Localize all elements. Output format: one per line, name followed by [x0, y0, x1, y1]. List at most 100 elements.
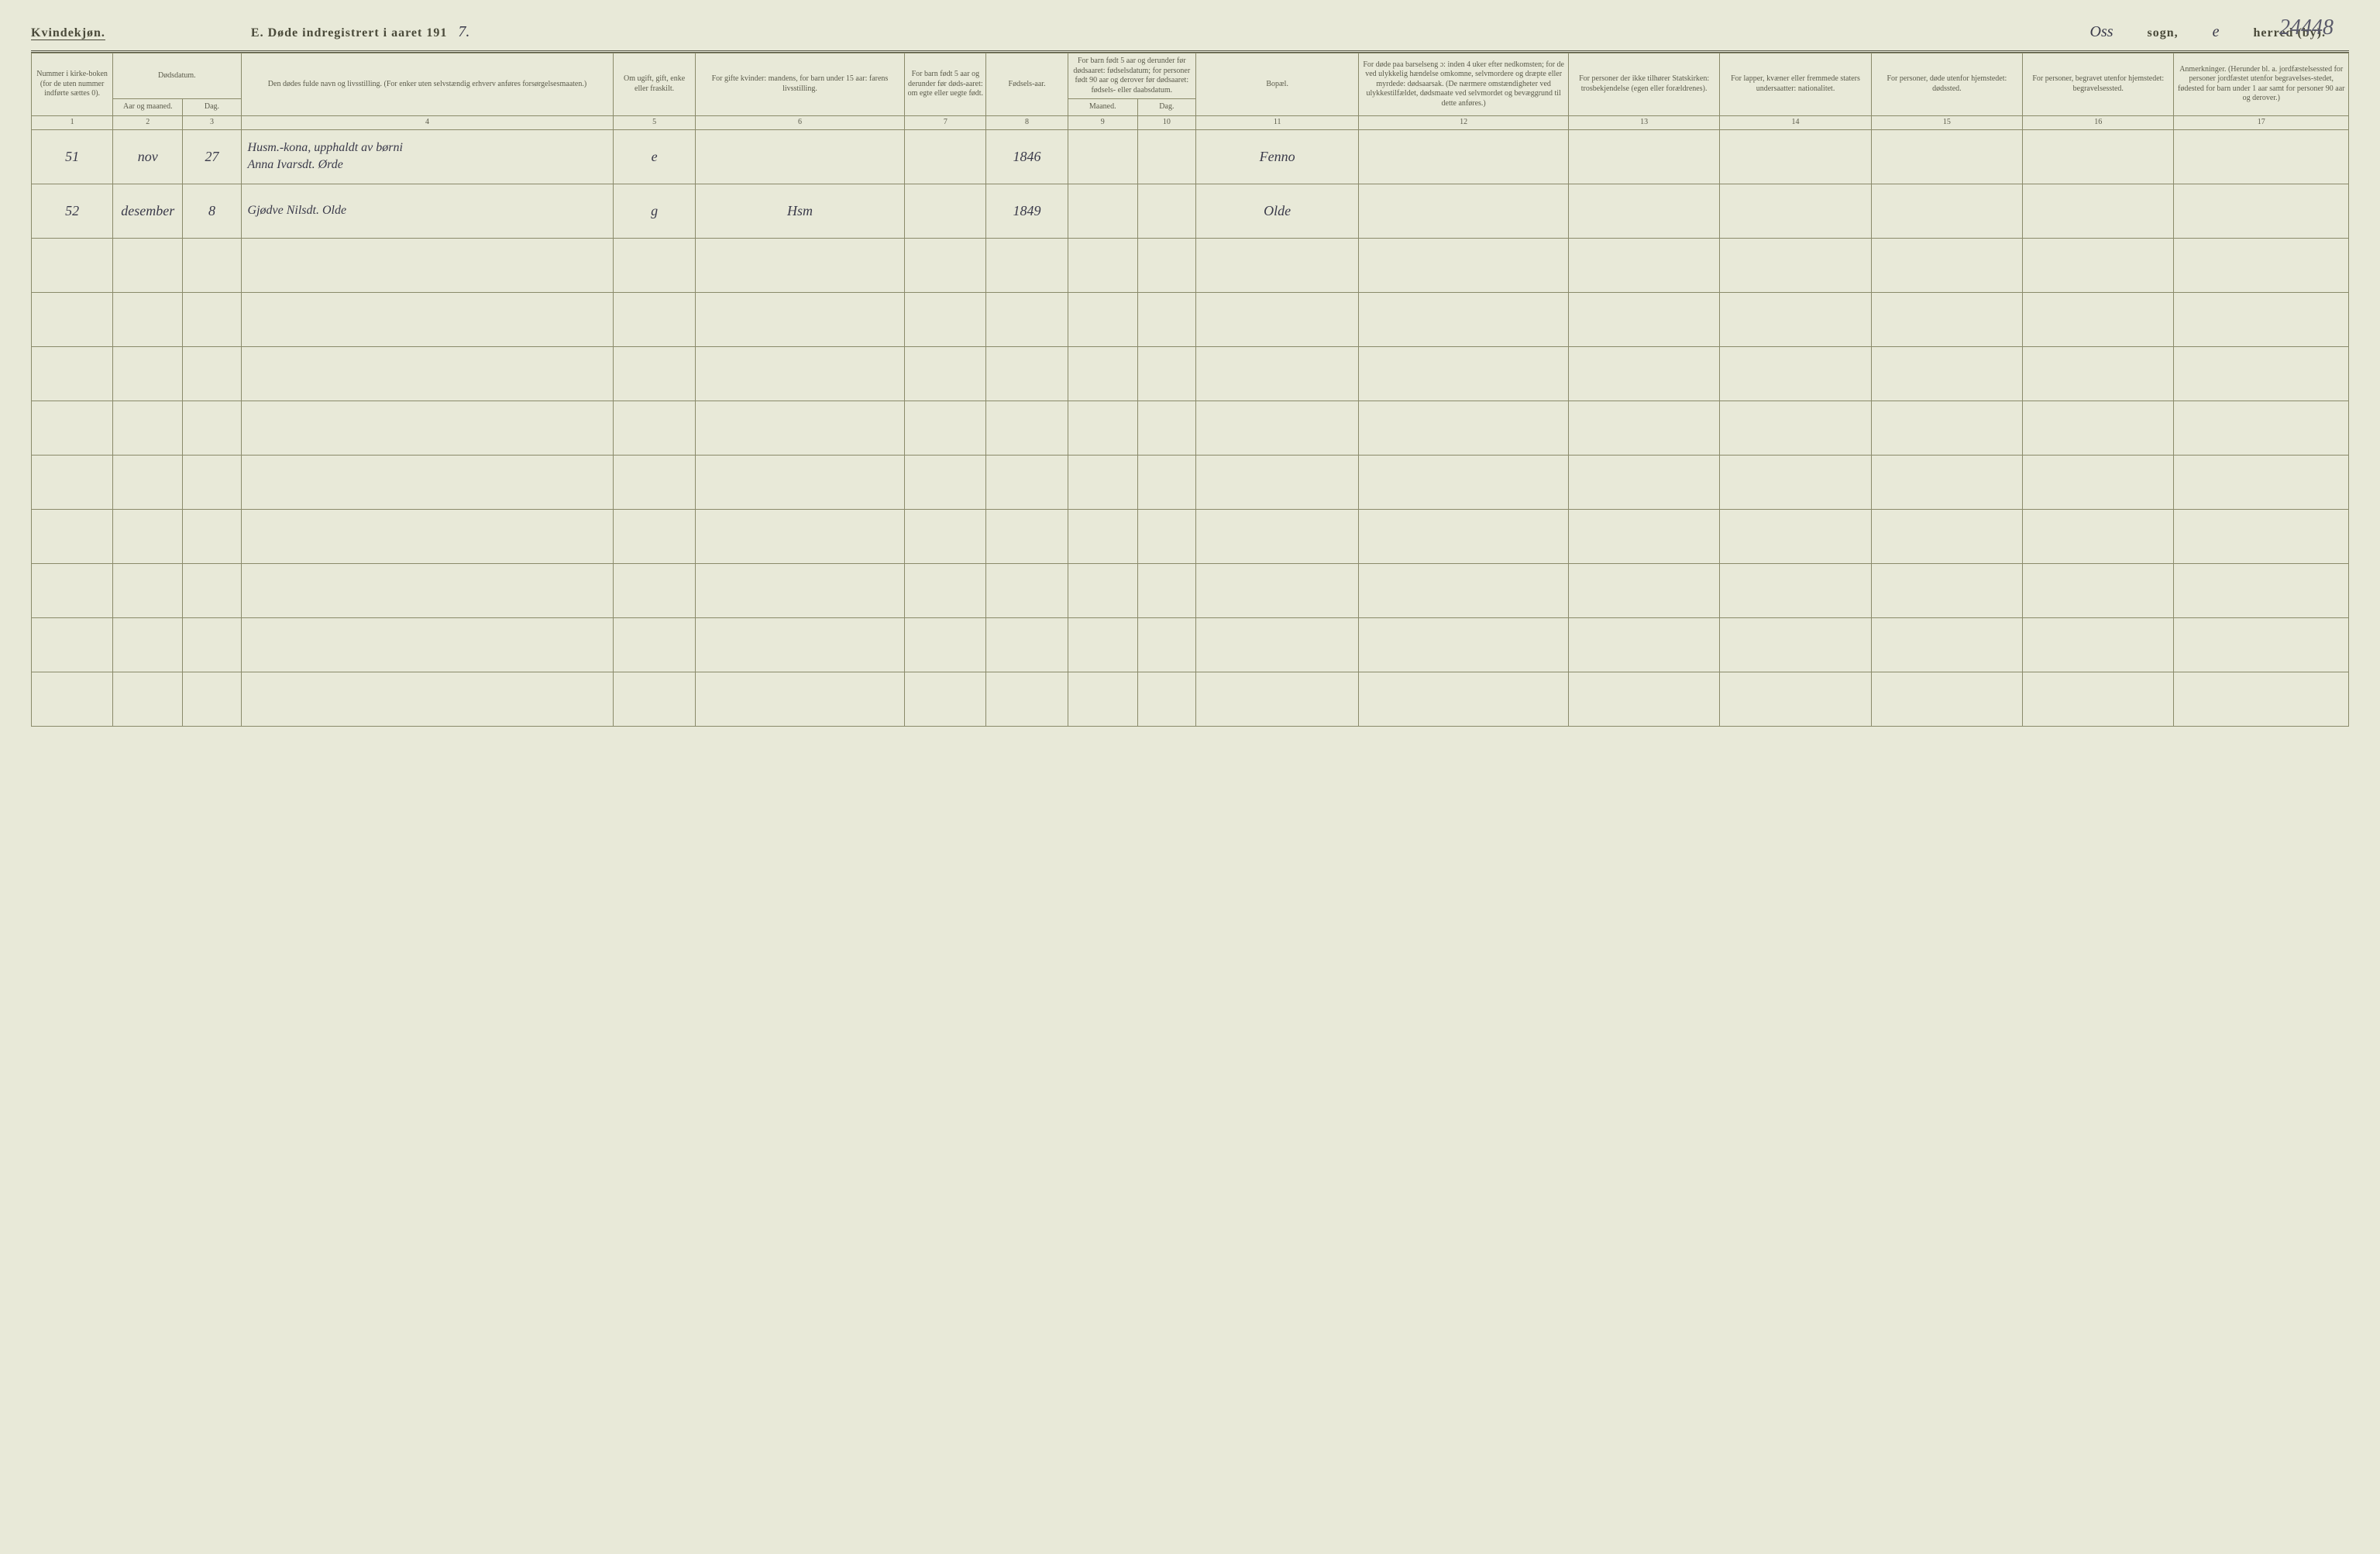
cell-empty: [1568, 401, 1719, 455]
col-header-8: Fødsels-aar.: [986, 53, 1068, 116]
cell-empty: [1068, 617, 1137, 672]
cell: [695, 129, 905, 184]
page-header: Kvindekjøn. E. Døde indregistrert i aare…: [31, 23, 2349, 41]
cell-empty: [1720, 563, 1871, 617]
cell: 27: [183, 129, 241, 184]
cell-empty: [1195, 346, 1358, 401]
cell-empty: [614, 455, 695, 509]
cell-empty: [986, 563, 1068, 617]
cell-empty: [614, 238, 695, 292]
cell-empty: [1871, 455, 2022, 509]
cell-empty: [1359, 346, 1569, 401]
colnum: 5: [614, 115, 695, 129]
cell-empty: [1359, 238, 1569, 292]
cell-empty: [905, 455, 986, 509]
colnum: 6: [695, 115, 905, 129]
cell: g: [614, 184, 695, 238]
cell-empty: [1359, 617, 1569, 672]
cell-empty: [241, 238, 614, 292]
cell-empty: [32, 292, 113, 346]
cell: 1846: [986, 129, 1068, 184]
cell-empty: [1137, 292, 1195, 346]
colnum: 12: [1359, 115, 1569, 129]
cell: [1359, 184, 1569, 238]
cell: [1568, 184, 1719, 238]
col-header-3: Dag.: [183, 99, 241, 116]
cell-empty: [614, 672, 695, 726]
cell-empty: [1195, 563, 1358, 617]
cell-empty: [986, 238, 1068, 292]
cell-empty: [183, 292, 241, 346]
col-header-16: For personer, begravet utenfor hjemstede…: [2023, 53, 2174, 116]
cell-empty: [32, 672, 113, 726]
cell: [1720, 184, 1871, 238]
cell: desember: [113, 184, 183, 238]
cell-empty: [113, 509, 183, 563]
cell-empty: [1720, 672, 1871, 726]
cell: 52: [32, 184, 113, 238]
cell-empty: [1068, 401, 1137, 455]
cell-empty: [241, 672, 614, 726]
cell-empty: [1720, 346, 1871, 401]
cell-empty: [1195, 672, 1358, 726]
cell: 1849: [986, 184, 1068, 238]
death-register-table: Nummer i kirke-boken (for de uten nummer…: [31, 53, 2349, 727]
cell-empty: [241, 455, 614, 509]
cell-empty: [183, 401, 241, 455]
cell-empty: [905, 401, 986, 455]
colnum: 16: [2023, 115, 2174, 129]
cell-empty: [695, 672, 905, 726]
cell: [2174, 184, 2349, 238]
year-suffix-hand: 7.: [453, 23, 474, 41]
col-header-2-3: Dødsdatum.: [113, 53, 241, 99]
cell-empty: [1137, 617, 1195, 672]
cell: [905, 129, 986, 184]
cell-empty: [695, 401, 905, 455]
cell-empty: [2023, 672, 2174, 726]
cell-empty: [905, 617, 986, 672]
cell-empty: [1359, 401, 1569, 455]
col-header-15: For personer, døde utenfor hjemstedet: d…: [1871, 53, 2022, 116]
colnum: 13: [1568, 115, 1719, 129]
cell-empty: [32, 238, 113, 292]
ledger-page: 24448 Kvindekjøn. E. Døde indregistrert …: [31, 23, 2349, 727]
colnum: 14: [1720, 115, 1871, 129]
col-header-2: Aar og maaned.: [113, 99, 183, 116]
cell-empty: [614, 292, 695, 346]
cell: [1871, 184, 2022, 238]
table-row-empty: [32, 509, 2349, 563]
cell: [1871, 129, 2022, 184]
cell-empty: [1568, 346, 1719, 401]
cell-empty: [1359, 672, 1569, 726]
cell-empty: [2174, 672, 2349, 726]
col-header-9-10: For barn født 5 aar og derunder før døds…: [1068, 53, 1195, 99]
cell-empty: [2174, 238, 2349, 292]
colnum: 9: [1068, 115, 1137, 129]
cell-empty: [1568, 509, 1719, 563]
colnum: 4: [241, 115, 614, 129]
cell-empty: [113, 617, 183, 672]
cell-empty: [241, 292, 614, 346]
cell-empty: [1720, 617, 1871, 672]
cell-empty: [183, 563, 241, 617]
colnum: 10: [1137, 115, 1195, 129]
cell-empty: [183, 238, 241, 292]
col-header-11: Bopæl.: [1195, 53, 1358, 116]
cell-empty: [113, 401, 183, 455]
cell-empty: [695, 292, 905, 346]
cell-empty: [1137, 401, 1195, 455]
col-header-6: For gifte kvinder: mandens, for barn und…: [695, 53, 905, 116]
cell-empty: [905, 672, 986, 726]
cell-empty: [2023, 617, 2174, 672]
cell-empty: [986, 509, 1068, 563]
cell-empty: [1871, 509, 2022, 563]
table-row: 51nov27Husm.-kona, upphaldt av børniAnna…: [32, 129, 2349, 184]
colnum: 11: [1195, 115, 1358, 129]
cell: [1568, 129, 1719, 184]
cell-empty: [1137, 509, 1195, 563]
cell-empty: [986, 617, 1068, 672]
cell-empty: [1720, 509, 1871, 563]
cell-empty: [2023, 401, 2174, 455]
cell-empty: [695, 455, 905, 509]
cell-empty: [1568, 672, 1719, 726]
